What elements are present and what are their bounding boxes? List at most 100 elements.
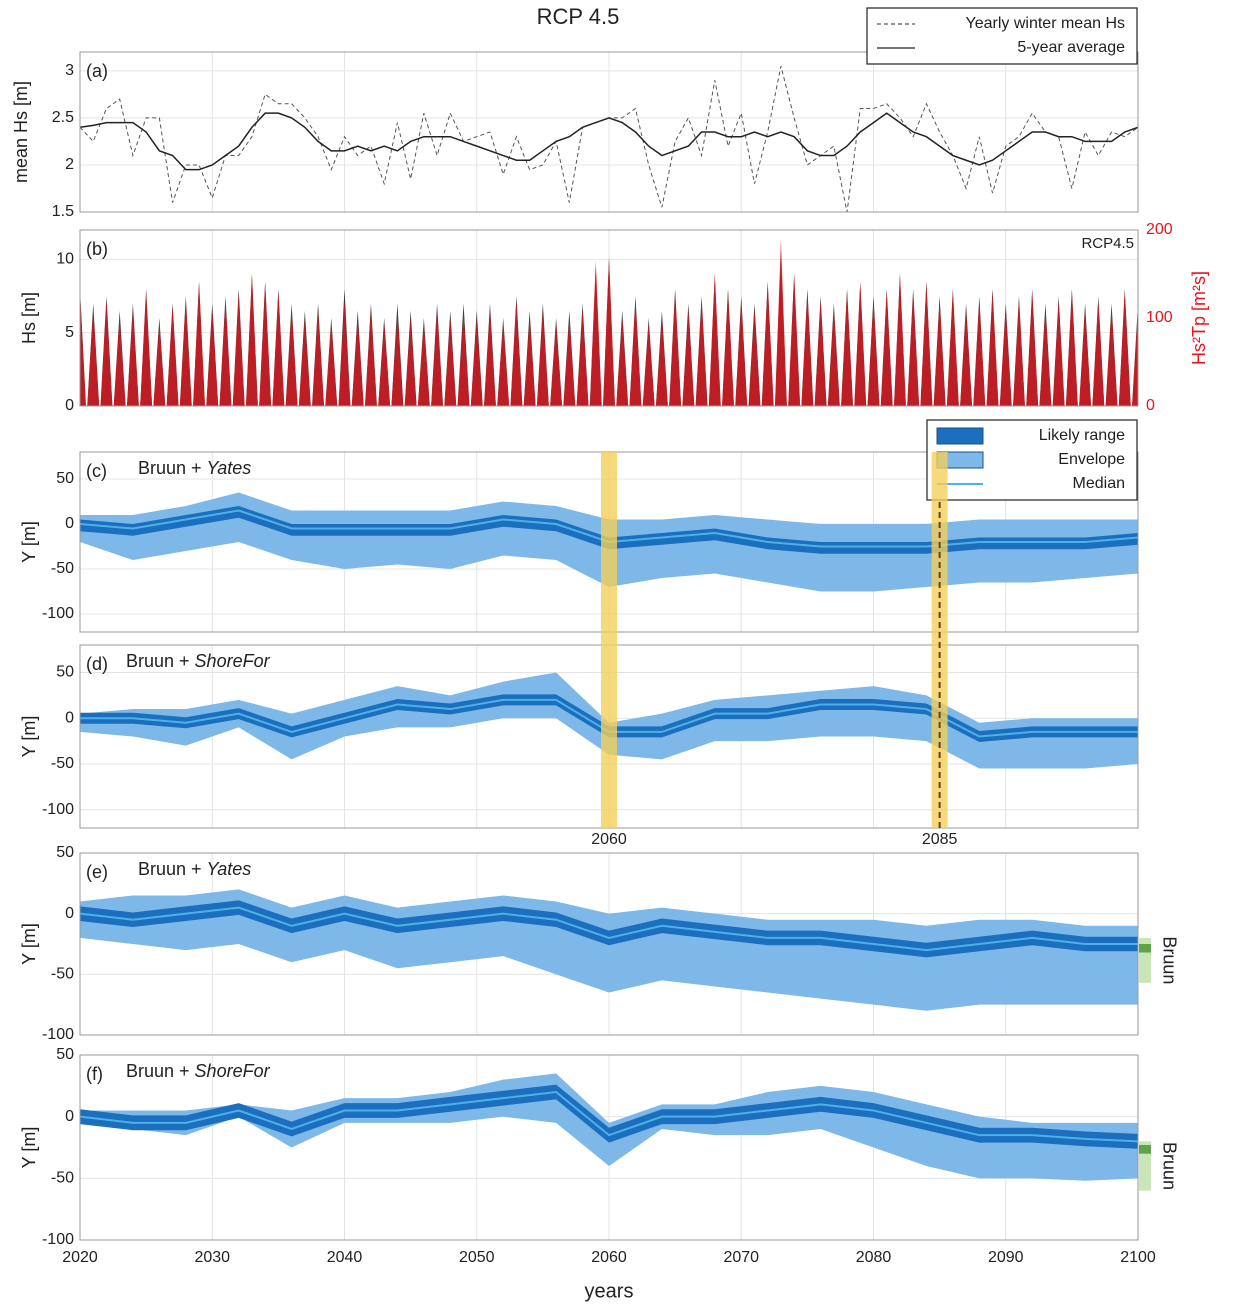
y-tick-label: 50 bbox=[56, 1046, 74, 1063]
median-line bbox=[80, 906, 1138, 952]
spike bbox=[1105, 309, 1118, 406]
x-tick-label: 2080 bbox=[856, 1249, 892, 1266]
spike bbox=[589, 260, 602, 406]
spike bbox=[510, 300, 523, 406]
y-tick-label: -50 bbox=[51, 560, 74, 577]
spike bbox=[126, 309, 139, 406]
spike bbox=[801, 291, 814, 406]
spike bbox=[629, 300, 642, 406]
spike bbox=[404, 318, 417, 406]
plot-frame bbox=[79, 51, 1139, 213]
x-tick-label: 2070 bbox=[723, 1249, 759, 1266]
model-name: ShoreFor bbox=[195, 651, 271, 671]
y-tick-label: 2.5 bbox=[52, 109, 74, 126]
panel: 1.5 2 2.5 3 mean Hs [m] RCP 4.5 (a) bbox=[11, 4, 1139, 220]
legend-label: 5-year average bbox=[1017, 39, 1125, 56]
x-tick-label: 2060 bbox=[591, 1249, 627, 1266]
spike bbox=[1039, 309, 1052, 406]
annotation: RCP4.5 bbox=[1081, 235, 1134, 252]
y-tick-label: -50 bbox=[51, 966, 74, 983]
spike bbox=[907, 291, 920, 406]
y-tick-label: -50 bbox=[51, 1170, 74, 1187]
spike bbox=[999, 309, 1012, 406]
model-name: ShoreFor bbox=[195, 1061, 271, 1081]
spike bbox=[1132, 309, 1138, 406]
plot-data bbox=[80, 889, 1138, 1011]
legend-label: Envelope bbox=[1058, 451, 1125, 468]
panel-label: (d) bbox=[86, 654, 108, 674]
spike bbox=[841, 291, 854, 406]
spike bbox=[536, 309, 549, 406]
spike bbox=[642, 322, 655, 406]
bruun-label: Bruun bbox=[1159, 1142, 1179, 1190]
spike bbox=[378, 322, 391, 406]
panel-label: (c) bbox=[86, 461, 107, 481]
y-tick-label: -100 bbox=[42, 1026, 74, 1043]
y-tick-label: 5 bbox=[65, 324, 74, 341]
plot-data bbox=[80, 238, 1138, 406]
spike bbox=[814, 300, 827, 406]
spike bbox=[338, 300, 351, 406]
x-tick-label: 2030 bbox=[194, 1249, 230, 1266]
bruun-label: Bruun bbox=[1159, 936, 1179, 984]
y-tick-label: 0 bbox=[65, 905, 74, 922]
spike bbox=[351, 318, 364, 406]
spike bbox=[166, 304, 179, 406]
y-tick-label: -100 bbox=[42, 1231, 74, 1248]
band bbox=[80, 672, 1138, 769]
y-axis-label: Y [m] bbox=[19, 1127, 39, 1169]
spike bbox=[417, 322, 430, 406]
legend-label: Median bbox=[1073, 475, 1125, 492]
median-line bbox=[80, 1090, 1138, 1143]
y-tick-label: 0 bbox=[65, 709, 74, 726]
spike bbox=[484, 309, 496, 406]
spike bbox=[140, 291, 153, 406]
spike bbox=[708, 274, 721, 406]
y-tick-label: -50 bbox=[51, 755, 74, 772]
y-axis-label: Hs [m] bbox=[19, 292, 39, 344]
spike bbox=[563, 318, 576, 406]
spike bbox=[1065, 291, 1078, 406]
spike bbox=[867, 300, 880, 406]
panel-label: (f) bbox=[86, 1064, 103, 1084]
spike bbox=[788, 274, 801, 406]
spike bbox=[550, 322, 563, 406]
band bbox=[80, 1073, 1138, 1181]
spike bbox=[748, 309, 761, 406]
spike bbox=[312, 309, 325, 406]
spike bbox=[444, 318, 457, 406]
panel: -100 -50 0 50 Y [m] (f) Bruun + ShoreFor 2020 203… bbox=[19, 1046, 1180, 1302]
y-tick-label: 50 bbox=[56, 470, 74, 487]
spike bbox=[933, 300, 946, 406]
y-tick-label: -100 bbox=[42, 605, 74, 622]
legend-label: Yearly winter mean Hs bbox=[966, 15, 1125, 32]
spike bbox=[986, 291, 999, 406]
y-axis-label: Y [m] bbox=[19, 923, 39, 965]
spike bbox=[206, 309, 219, 406]
spike bbox=[827, 309, 840, 406]
x-tick-label: 2085 bbox=[922, 831, 958, 848]
plot-frame bbox=[79, 852, 1139, 1036]
spike bbox=[1052, 300, 1065, 406]
panel-label: (b) bbox=[86, 239, 108, 259]
spike bbox=[960, 309, 973, 406]
model-name: Yates bbox=[207, 458, 252, 478]
spike bbox=[920, 282, 933, 406]
spike bbox=[325, 322, 338, 406]
y-tick-label: 50 bbox=[56, 664, 74, 681]
spike bbox=[193, 282, 205, 406]
spike bbox=[285, 309, 298, 406]
y-axis-label: mean Hs [m] bbox=[11, 81, 31, 183]
spike bbox=[219, 300, 232, 406]
spike bbox=[100, 300, 113, 406]
spike bbox=[179, 300, 192, 406]
panel: -100 -50 0 50 Y [m] (e) Bruun + Yates Bruun bbox=[19, 844, 1180, 1043]
spike bbox=[669, 291, 682, 406]
line bbox=[80, 112, 1138, 171]
x-axis-label: years bbox=[585, 1280, 634, 1302]
spike bbox=[298, 318, 311, 406]
legend-swatch bbox=[936, 427, 984, 445]
spike bbox=[854, 282, 867, 406]
